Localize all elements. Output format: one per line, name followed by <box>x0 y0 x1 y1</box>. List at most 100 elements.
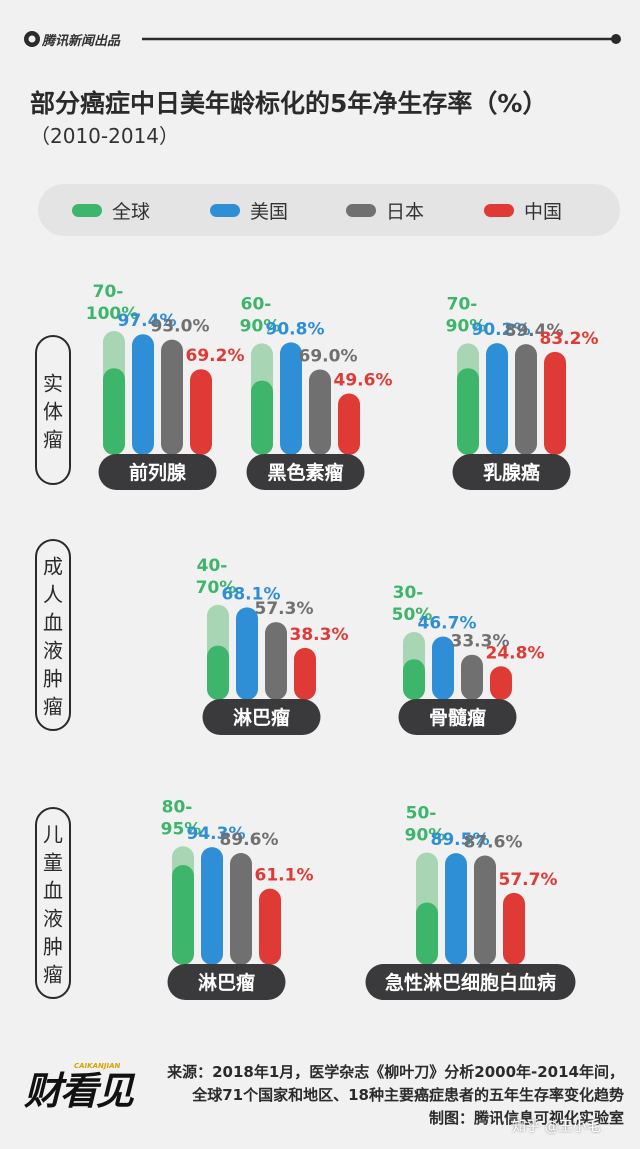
cancer-label-pill <box>246 454 365 490</box>
cancer-label-pill <box>452 454 571 490</box>
bar-usa <box>280 342 302 455</box>
data-label-japan: 69.0% <box>299 346 358 366</box>
header-rule <box>24 31 621 47</box>
data-label-global: 70- <box>447 294 478 314</box>
bar-japan <box>265 622 287 700</box>
data-label-global: 50- <box>406 804 437 824</box>
cancer-label: 骨髓瘤 <box>429 706 486 729</box>
bar-china <box>190 369 212 455</box>
legend-swatch-china <box>484 203 514 217</box>
data-label-china: 38.3% <box>290 625 349 645</box>
cancer-label-pill <box>202 699 321 735</box>
bar-global-low <box>172 865 194 965</box>
legend-item-usa: 美国 <box>210 184 288 236</box>
data-label-global: 100% <box>86 304 139 324</box>
cancer-label: 乳腺癌 <box>483 461 540 484</box>
bar-usa <box>236 607 258 700</box>
data-label-global: 80- <box>162 797 193 817</box>
data-label-japan: 89.6% <box>220 830 279 850</box>
group-label-char: 瘤 <box>43 427 63 451</box>
cancer-label: 淋巴瘤 <box>233 706 290 729</box>
cancer-label-pill <box>398 699 517 735</box>
data-label-japan: 89.4% <box>505 321 564 341</box>
bar-japan <box>474 855 496 965</box>
bar-usa <box>432 636 454 700</box>
cancer-label-pill <box>98 454 217 490</box>
group-bracket <box>35 335 71 485</box>
bar-usa <box>486 343 508 455</box>
bar-global-low <box>416 902 438 965</box>
legend-label-japan: 日本 <box>386 200 425 223</box>
legend-label-global: 全球 <box>112 200 151 223</box>
data-label-usa: 94.3% <box>187 824 246 844</box>
group-bracket <box>35 539 71 731</box>
bar-japan <box>309 369 331 455</box>
data-label-japan: 57.3% <box>255 599 314 619</box>
data-label-china: 61.1% <box>255 866 314 886</box>
bar-global-low <box>251 380 273 455</box>
group-label-char: 童 <box>43 850 63 874</box>
bar-japan <box>515 344 537 455</box>
legend-item-china: 中国 <box>484 184 562 236</box>
group-label-char: 液 <box>43 638 63 662</box>
group-label-char: 体 <box>43 399 63 423</box>
legend-swatch-global <box>72 203 102 217</box>
data-label-global: 40- <box>197 556 228 576</box>
data-label-china: 69.2% <box>186 346 245 366</box>
bar-china <box>338 393 360 455</box>
bar-china <box>259 888 281 965</box>
legend-item-japan: 日本 <box>346 184 424 236</box>
data-label-global: 90% <box>446 316 487 336</box>
data-label-japan: 33.3% <box>451 632 510 652</box>
bar-global-low <box>403 659 425 700</box>
bar-global-low <box>207 645 229 700</box>
legend-swatch-japan <box>346 203 376 217</box>
group-label-char: 瘤 <box>43 694 63 718</box>
data-label-global: 30- <box>393 583 424 603</box>
credit-line: 制图：腾讯信息可视化实验室 <box>428 1109 624 1127</box>
publisher-logo-text: 腾讯新闻出品 <box>42 34 121 49</box>
group-bracket <box>35 807 71 999</box>
source-line-1: 来源：2018年1月，医学杂志《柳叶刀》分析2000年-2014年间， <box>167 1063 624 1081</box>
legend-label-china: 中国 <box>524 200 563 223</box>
cancer-label: 前列腺 <box>129 461 187 484</box>
data-label-usa: 90.8% <box>266 319 325 339</box>
data-label-usa: 90.2% <box>472 320 531 340</box>
cancer-label-pill <box>167 964 286 1000</box>
group-label-char: 儿 <box>43 822 63 846</box>
bar-china <box>294 647 316 700</box>
data-label-usa: 46.7% <box>418 613 477 633</box>
data-label-global: 90% <box>405 826 446 846</box>
cancer-label-pill <box>365 964 576 1000</box>
data-label-china: 49.6% <box>334 370 393 390</box>
group-label-char: 成 <box>43 554 63 578</box>
group-label-char: 瘤 <box>43 962 63 986</box>
group-label-char: 肿 <box>43 666 63 690</box>
data-label-global: 60- <box>241 294 272 314</box>
data-label-global: 50% <box>392 605 433 625</box>
data-label-japan: 93.0% <box>151 317 210 337</box>
bar-japan <box>230 853 252 965</box>
cancer-label: 急性淋巴细胞白血病 <box>385 971 556 994</box>
cancer-label: 淋巴瘤 <box>198 971 255 994</box>
source-line-2: 全球71个国家和地区、18种主要癌症患者的五年生存率变化趋势 <box>192 1086 624 1104</box>
bar-china <box>490 666 512 700</box>
bar-china <box>503 892 525 965</box>
group-label-char: 液 <box>43 906 63 930</box>
bar-usa <box>201 847 223 965</box>
bar-japan <box>161 339 183 455</box>
cancer-label: 黑色素瘤 <box>267 461 343 484</box>
group-label-char: 肿 <box>43 934 63 958</box>
bar-global-low <box>103 368 125 455</box>
chart-title: 部分癌症中日美年龄标化的5年净生存率（%） <box>30 89 548 118</box>
data-label-japan: 87.6% <box>464 833 523 853</box>
data-label-usa: 97.4% <box>118 311 177 331</box>
brand-logo: 财看见 <box>24 1069 134 1113</box>
data-label-china: 57.7% <box>499 870 558 890</box>
group-label-char: 血 <box>43 610 63 634</box>
data-label-global: 95% <box>161 819 202 839</box>
group-label-char: 人 <box>43 582 63 606</box>
legend-swatch-usa <box>210 203 240 217</box>
data-label-global: 90% <box>240 316 281 336</box>
